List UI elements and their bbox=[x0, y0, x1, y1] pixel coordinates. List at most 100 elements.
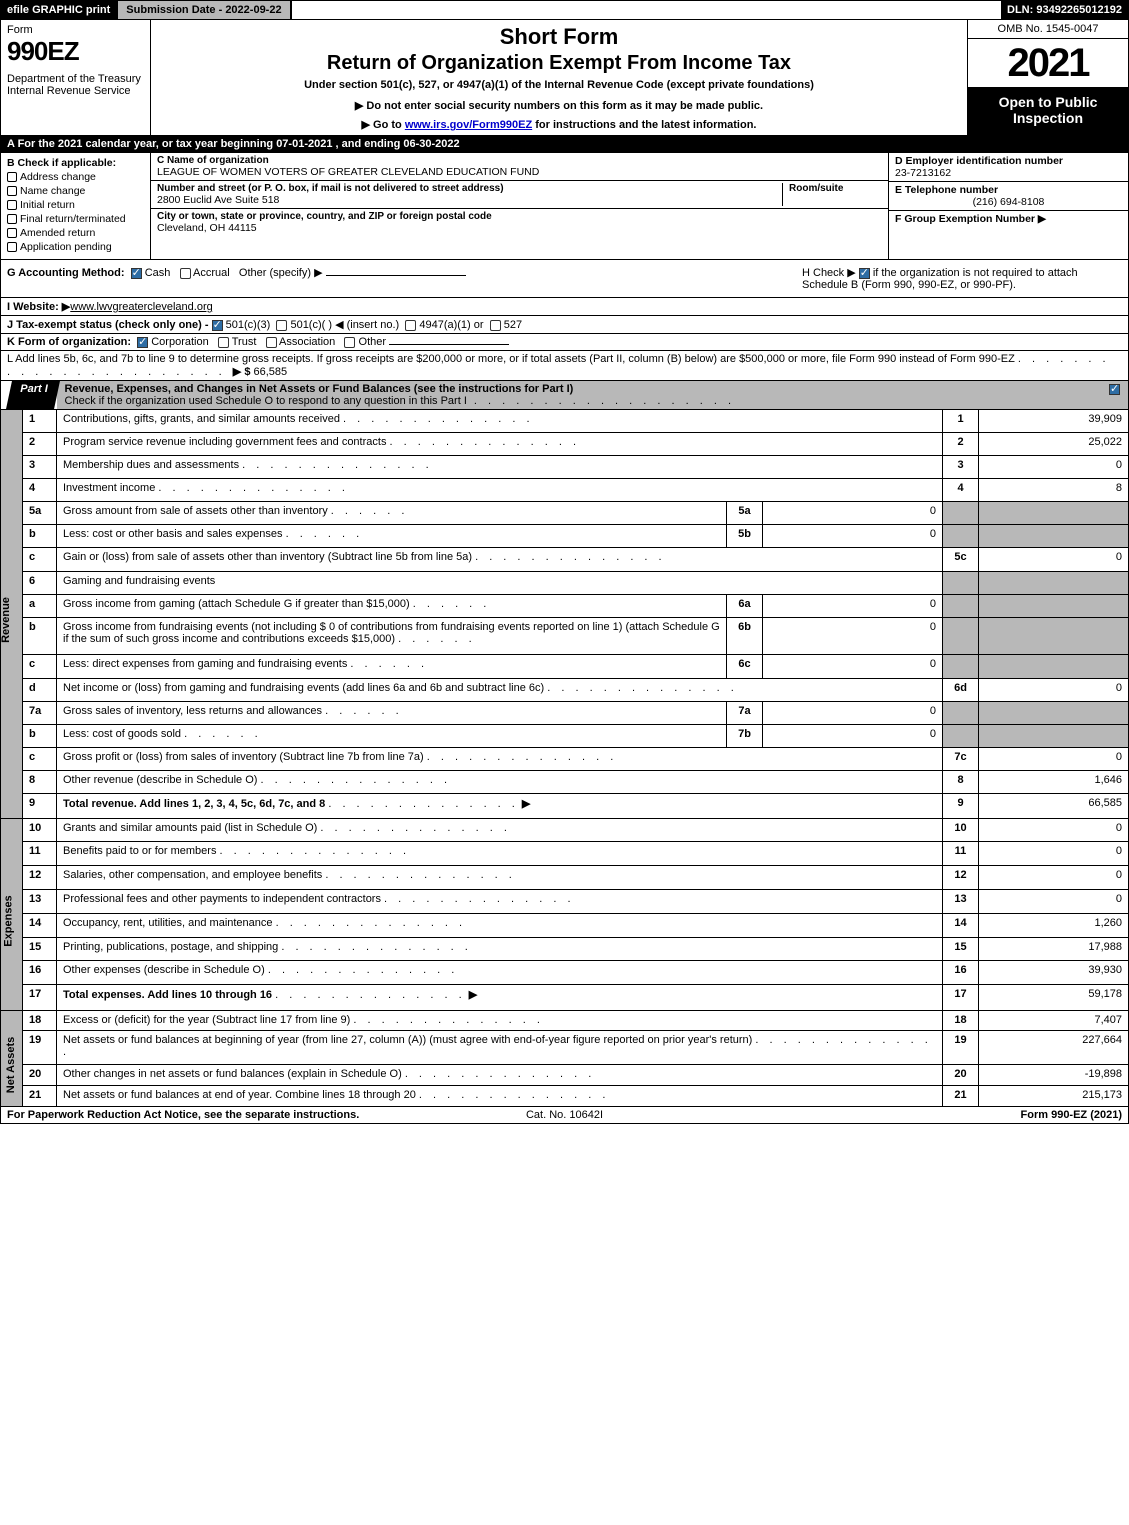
box-value: 215,173 bbox=[979, 1085, 1129, 1106]
chk-501c[interactable] bbox=[276, 320, 287, 331]
line-desc: Contributions, gifts, grants, and simila… bbox=[57, 410, 943, 432]
box-value-grey bbox=[979, 655, 1129, 678]
box-value-grey bbox=[979, 594, 1129, 617]
g-accounting: G Accounting Method: Cash Accrual Other … bbox=[7, 266, 802, 279]
ein-value: 23-7213162 bbox=[895, 167, 951, 179]
header-left: Form 990EZ Department of the Treasury In… bbox=[1, 20, 151, 135]
line-number: c bbox=[23, 747, 57, 770]
box-value-grey bbox=[979, 571, 1129, 594]
box-number: 5c bbox=[943, 548, 979, 571]
chk-trust[interactable] bbox=[218, 337, 229, 348]
box-number-grey bbox=[943, 525, 979, 548]
line-number: a bbox=[23, 594, 57, 617]
line-desc: Net assets or fund balances at end of ye… bbox=[57, 1085, 943, 1106]
chk-amended-return[interactable]: Amended return bbox=[7, 227, 144, 239]
line-row: aGross income from gaming (attach Schedu… bbox=[1, 594, 1129, 617]
line-row: 15Printing, publications, postage, and s… bbox=[1, 937, 1129, 961]
line-number: 1 bbox=[23, 410, 57, 432]
line-row: cGross profit or (loss) from sales of in… bbox=[1, 747, 1129, 770]
box-number: 15 bbox=[943, 937, 979, 961]
submission-date: Submission Date - 2022-09-22 bbox=[116, 1, 291, 19]
line-number: 20 bbox=[23, 1065, 57, 1086]
chk-final-return[interactable]: Final return/terminated bbox=[7, 213, 144, 225]
top-bar: efile GRAPHIC print Submission Date - 20… bbox=[0, 0, 1129, 20]
box-value: 1,260 bbox=[979, 913, 1129, 937]
line-row: dNet income or (loss) from gaming and fu… bbox=[1, 678, 1129, 701]
box-value: 0 bbox=[979, 866, 1129, 890]
box-value-grey bbox=[979, 502, 1129, 525]
efile-label: efile GRAPHIC print bbox=[1, 1, 116, 19]
goto-text: ▶ Go to www.irs.gov/Form990EZ for instru… bbox=[157, 118, 961, 131]
inner-box-value: 0 bbox=[763, 525, 943, 548]
line-number: 8 bbox=[23, 770, 57, 793]
line-desc: Gain or (loss) from sale of assets other… bbox=[57, 548, 943, 571]
line-number: 7a bbox=[23, 701, 57, 724]
chk-4947[interactable] bbox=[405, 320, 416, 331]
box-value: 0 bbox=[979, 548, 1129, 571]
chk-corporation[interactable] bbox=[137, 337, 148, 348]
chk-association[interactable] bbox=[266, 337, 277, 348]
row-i-website: I Website: ▶www.lwvgreatercleveland.org bbox=[0, 298, 1129, 316]
line-row: 4Investment income . . . . . . . . . . .… bbox=[1, 479, 1129, 502]
line-desc: Other changes in net assets or fund bala… bbox=[57, 1065, 943, 1086]
line-row: 17Total expenses. Add lines 10 through 1… bbox=[1, 985, 1129, 1010]
line-row: Revenue1Contributions, gifts, grants, an… bbox=[1, 410, 1129, 432]
phone-value: (216) 694-8108 bbox=[895, 196, 1122, 208]
line-desc: Gross amount from sale of assets other t… bbox=[57, 502, 727, 525]
box-number: 14 bbox=[943, 913, 979, 937]
chk-initial-return[interactable]: Initial return bbox=[7, 199, 144, 211]
short-form-title: Short Form bbox=[157, 24, 961, 50]
header-center: Short Form Return of Organization Exempt… bbox=[151, 20, 968, 135]
box-number: 13 bbox=[943, 889, 979, 913]
line-row: 16Other expenses (describe in Schedule O… bbox=[1, 961, 1129, 985]
chk-527[interactable] bbox=[490, 320, 501, 331]
chk-cash[interactable] bbox=[131, 268, 142, 279]
box-number-grey bbox=[943, 701, 979, 724]
chk-accrual[interactable] bbox=[180, 268, 191, 279]
inner-box-value: 0 bbox=[763, 724, 943, 747]
irs-link[interactable]: www.irs.gov/Form990EZ bbox=[405, 119, 532, 131]
box-number: 19 bbox=[943, 1031, 979, 1065]
line-number: 18 bbox=[23, 1010, 57, 1031]
chk-application-pending[interactable]: Application pending bbox=[7, 241, 144, 253]
line-desc: Investment income . . . . . . . . . . . … bbox=[57, 479, 943, 502]
chk-address-change[interactable]: Address change bbox=[7, 171, 144, 183]
part-i-check[interactable] bbox=[1101, 381, 1128, 409]
line-row: 13Professional fees and other payments t… bbox=[1, 889, 1129, 913]
box-number: 17 bbox=[943, 985, 979, 1010]
column-c: C Name of organization LEAGUE OF WOMEN V… bbox=[151, 153, 888, 259]
chk-h[interactable] bbox=[859, 268, 870, 279]
section-side-label: Net Assets bbox=[1, 1010, 23, 1106]
chk-other[interactable] bbox=[344, 337, 355, 348]
line-number: 9 bbox=[23, 793, 57, 818]
form-word: Form bbox=[7, 24, 144, 36]
line-number: d bbox=[23, 678, 57, 701]
line-desc: Total revenue. Add lines 1, 2, 3, 4, 5c,… bbox=[57, 793, 943, 818]
line-row: 21Net assets or fund balances at end of … bbox=[1, 1085, 1129, 1106]
box-value: 17,988 bbox=[979, 937, 1129, 961]
chk-501c3[interactable] bbox=[212, 320, 223, 331]
line-number: 17 bbox=[23, 985, 57, 1010]
room-label: Room/suite bbox=[789, 183, 882, 194]
under-section-text: Under section 501(c), 527, or 4947(a)(1)… bbox=[157, 79, 961, 91]
org-city: Cleveland, OH 44115 bbox=[157, 222, 882, 234]
chk-name-change[interactable]: Name change bbox=[7, 185, 144, 197]
c-name-label: C Name of organization bbox=[157, 155, 882, 166]
line-row: 6Gaming and fundraising events bbox=[1, 571, 1129, 594]
row-a-calendar-year: A For the 2021 calendar year, or tax yea… bbox=[0, 136, 1129, 153]
box-number: 7c bbox=[943, 747, 979, 770]
line-row: Expenses10Grants and similar amounts pai… bbox=[1, 818, 1129, 842]
line-number: 4 bbox=[23, 479, 57, 502]
line-desc: Program service revenue including govern… bbox=[57, 432, 943, 455]
inner-box-label: 6c bbox=[727, 655, 763, 678]
line-desc: Printing, publications, postage, and shi… bbox=[57, 937, 943, 961]
inner-box-value: 0 bbox=[763, 701, 943, 724]
line-desc: Gaming and fundraising events bbox=[57, 571, 943, 594]
line-number: 5a bbox=[23, 502, 57, 525]
org-street: 2800 Euclid Ave Suite 518 bbox=[157, 194, 782, 206]
inner-box-value: 0 bbox=[763, 594, 943, 617]
box-value: 7,407 bbox=[979, 1010, 1129, 1031]
box-value: 1,646 bbox=[979, 770, 1129, 793]
section-bcdef: B Check if applicable: Address change Na… bbox=[0, 153, 1129, 260]
c-city-label: City or town, state or province, country… bbox=[157, 211, 882, 222]
